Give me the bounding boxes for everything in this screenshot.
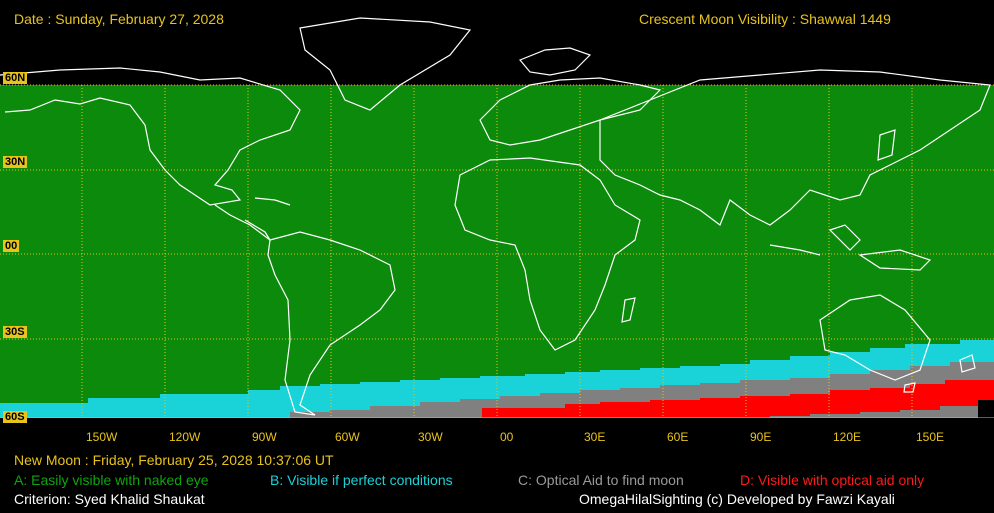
date-label: Date : Sunday, February 27, 2028 [14, 11, 224, 27]
no-visibility-patch [978, 400, 994, 418]
lat-label-60s: 60S [3, 411, 27, 423]
lat-label-30n: 30N [3, 156, 28, 168]
lon-label-30e: 30E [584, 430, 606, 444]
lon-label-150w: 150W [86, 430, 118, 444]
lon-label-00: 00 [500, 430, 514, 444]
legend-c: C: Optical Aid to find moon [518, 472, 684, 488]
lon-label-150e: 150E [916, 430, 945, 444]
lat-label-60n: 60N [3, 72, 28, 84]
lon-label-60w: 60W [335, 430, 360, 444]
new-moon-label: New Moon : Friday, February 25, 2028 10:… [14, 452, 334, 468]
lon-label-90w: 90W [252, 430, 277, 444]
lon-label-120e: 120E [833, 430, 862, 444]
coastlines [0, 17, 991, 416]
lat-label-00: 00 [3, 240, 20, 252]
credit-label: OmegaHilalSighting (c) Developed by Fawz… [579, 491, 895, 507]
legend-d: D: Visible with optical aid only [740, 472, 925, 488]
legend-b: B: Visible if perfect conditions [270, 472, 453, 488]
criterion-label: Criterion: Syed Khalid Shaukat [14, 491, 205, 507]
lat-label-30s: 30S [3, 326, 27, 338]
lon-label-90e: 90E [750, 430, 772, 444]
legend-a: A: Easily visible with naked eye [14, 472, 209, 488]
lon-label-120w: 120W [169, 430, 201, 444]
zone-d-region [482, 380, 994, 418]
lon-label-60e: 60E [667, 430, 689, 444]
lon-label-30w: 30W [418, 430, 443, 444]
map-title: Crescent Moon Visibility : Shawwal 1449 [639, 11, 891, 27]
map-bottom-edge [0, 418, 994, 428]
